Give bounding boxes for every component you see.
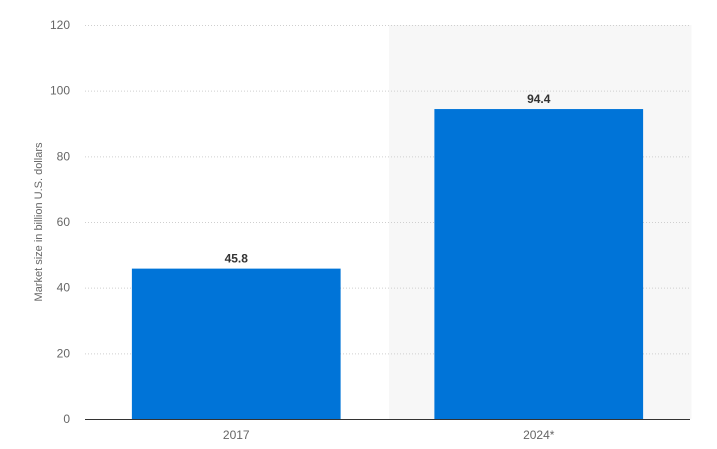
y-tick-label: 120 (50, 18, 70, 32)
y-tick-label: 0 (63, 412, 70, 426)
y-tick-label: 60 (57, 215, 71, 229)
data-labels: 45.8 94.4 (225, 92, 551, 266)
y-axis-label: Market size in billion U.S. dollars (33, 142, 45, 301)
x-tick-label: 2017 (223, 428, 250, 442)
bars (131, 109, 644, 419)
data-label: 94.4 (527, 92, 551, 106)
y-tick-label: 100 (50, 84, 70, 98)
y-tick-label: 80 (57, 149, 71, 163)
y-tick-label: 40 (57, 281, 71, 295)
x-axis-ticks: 2017 2024* (223, 428, 555, 442)
bar (131, 268, 341, 419)
x-tick-label: 2024* (523, 428, 555, 442)
y-tick-label: 20 (57, 346, 71, 360)
bar (434, 109, 644, 419)
data-label: 45.8 (225, 252, 249, 266)
y-axis-ticks: 0 20 40 60 80 100 120 (50, 18, 70, 426)
